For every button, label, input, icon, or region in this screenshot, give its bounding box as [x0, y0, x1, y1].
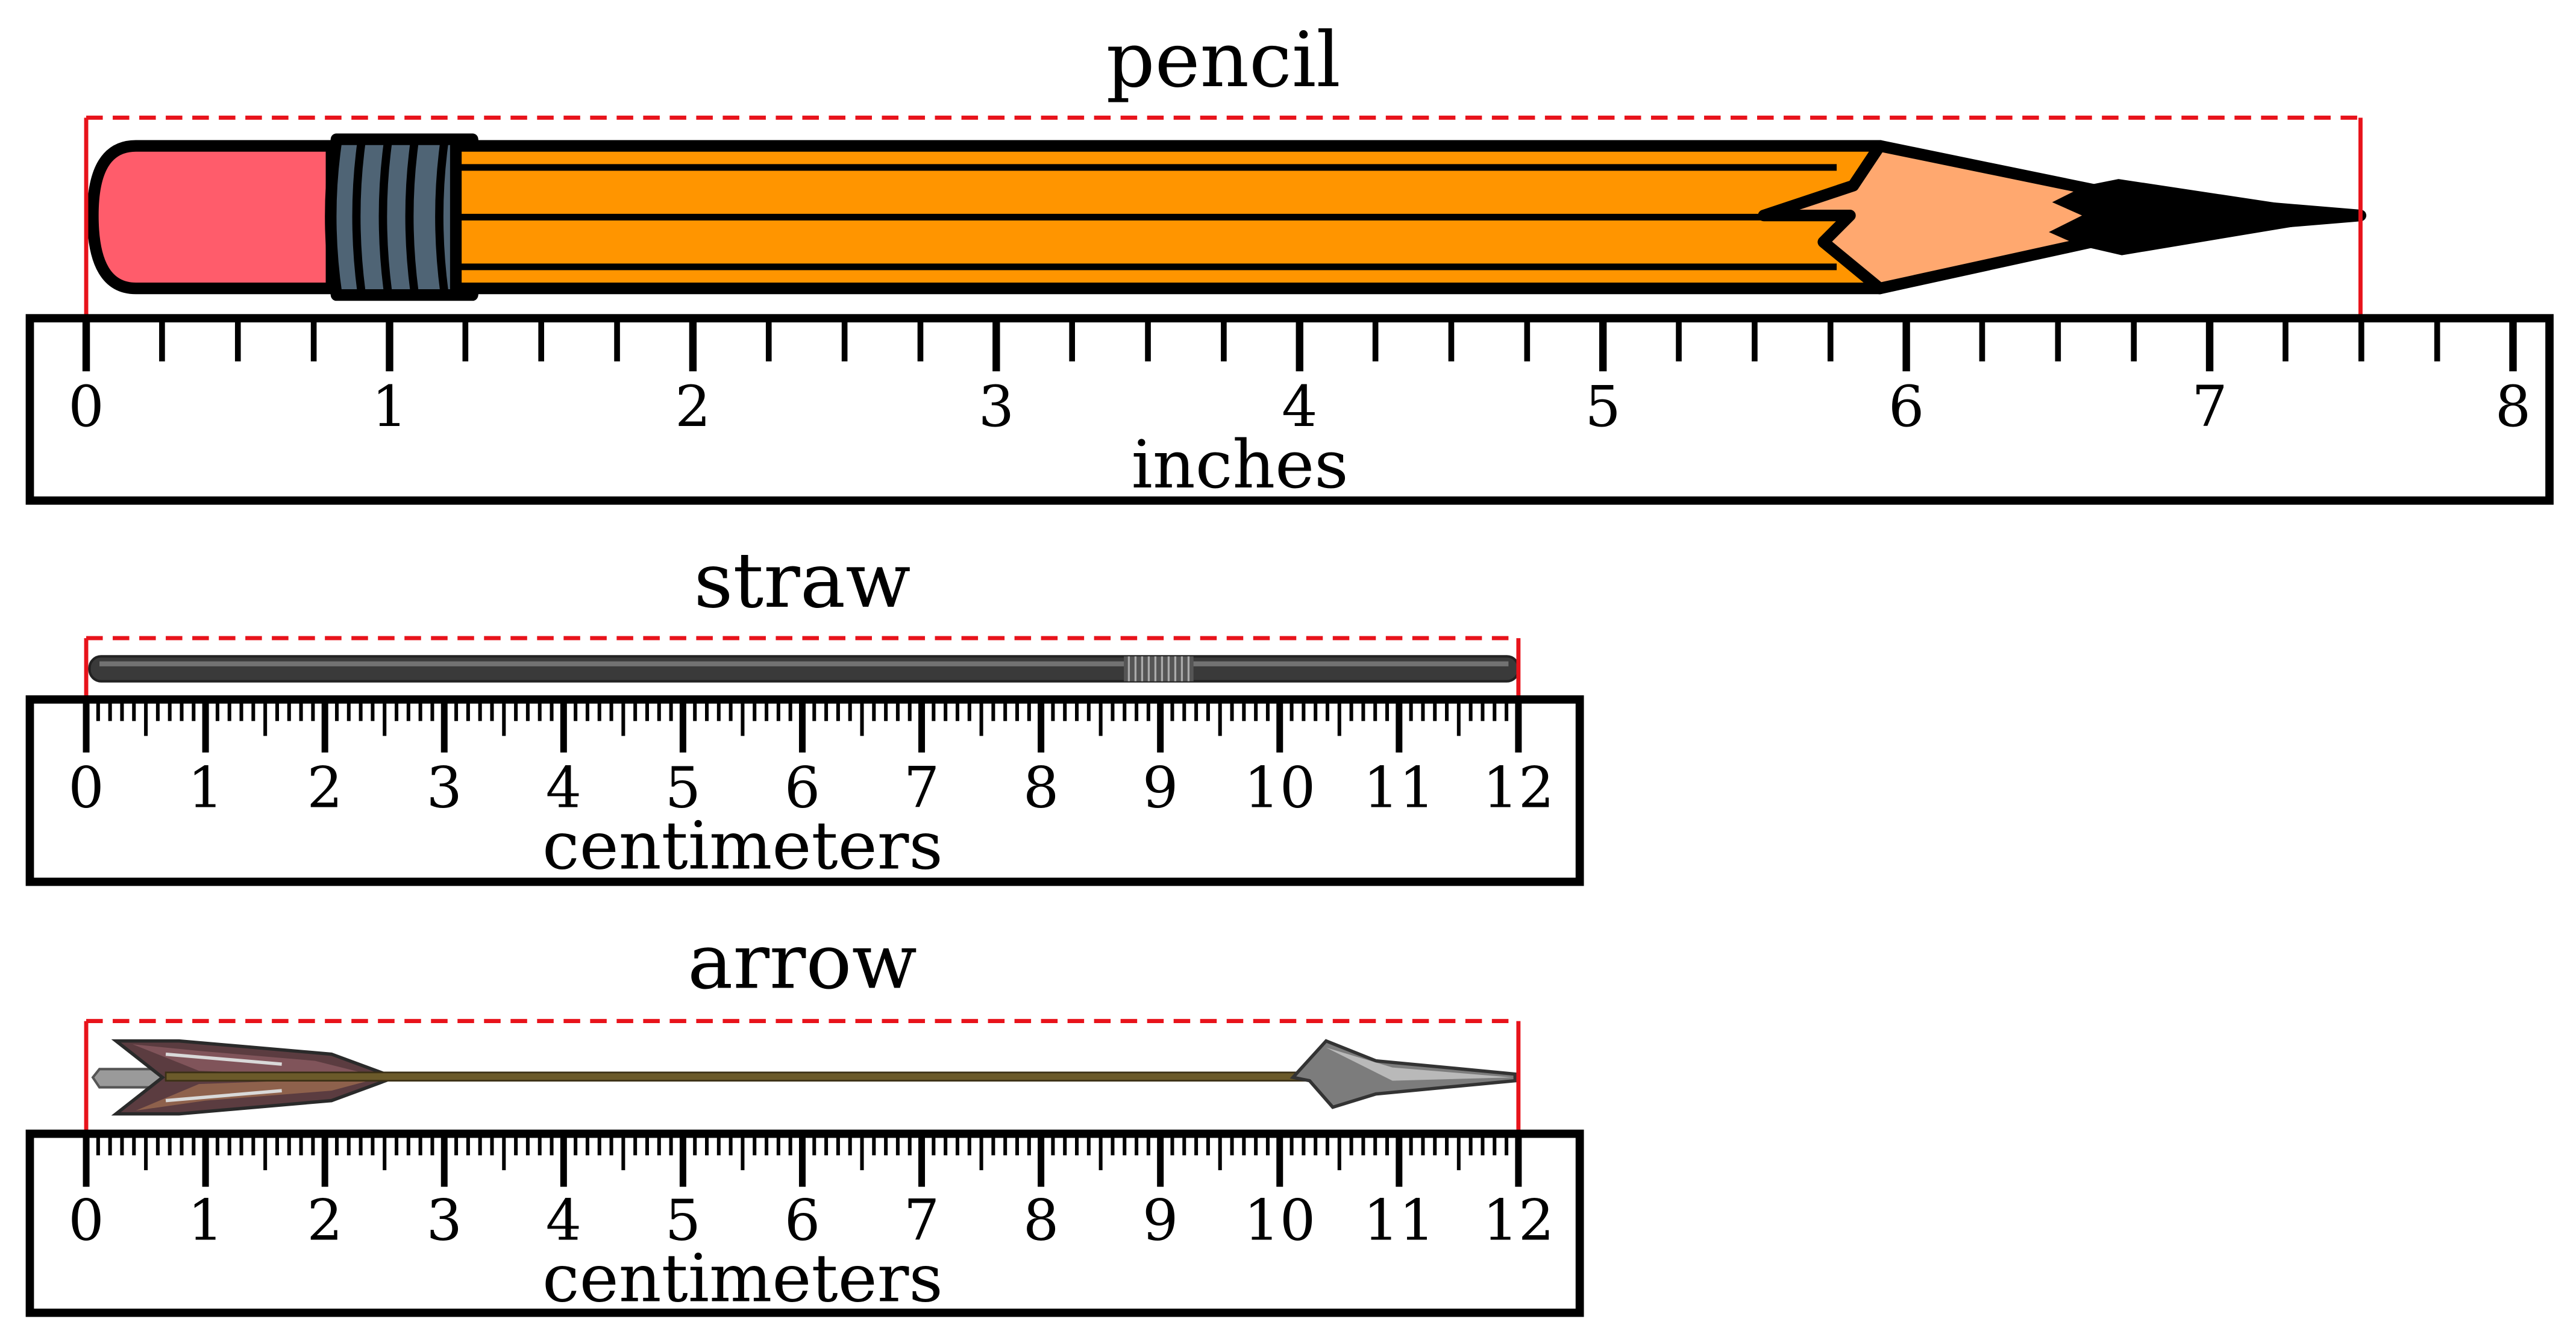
ruler-tick-label: 4	[546, 1188, 582, 1254]
ruler-tick-label: 8	[1023, 1188, 1059, 1254]
ruler-tick-label: 4	[546, 756, 582, 821]
pencil-section: pencil	[25, 16, 2554, 505]
ruler-tick-label: 0	[68, 374, 104, 440]
ruler-tick-label: 0	[68, 756, 104, 821]
ruler-tick-label: 7	[904, 1188, 940, 1254]
ruler-tick-label: 8	[1023, 756, 1059, 821]
ruler-tick-label: 8	[2495, 374, 2531, 440]
straw-bend-ridges	[1124, 656, 1194, 681]
ruler-tick-label: 6	[785, 756, 821, 821]
ruler-tick-label: 1	[187, 1188, 224, 1254]
ruler-tick-label: 3	[979, 374, 1015, 440]
object-title: pencil	[1106, 16, 1341, 104]
pencil-eraser	[87, 140, 337, 295]
ruler-centimeters: 0 1 2 3 4 5 6 7 8 9 10 11 12 centimeters	[25, 695, 1584, 886]
pencil-lead	[2049, 179, 2361, 255]
ruler-tick-label: 10	[1244, 756, 1315, 821]
measurement-bracket	[84, 636, 1521, 700]
ruler-tick-label: 11	[1363, 1188, 1435, 1254]
measurement-bracket	[84, 1019, 1521, 1134]
ruler-tick-label: 2	[307, 756, 343, 821]
ruler-tick-label: 12	[1482, 756, 1554, 821]
ruler-tick-label: 5	[1585, 374, 1621, 440]
arrow-icon	[91, 1039, 1517, 1116]
pencil-icon	[87, 133, 2367, 301]
ruler-tick-label: 3	[427, 756, 463, 821]
ruler-tick-label: 4	[1282, 374, 1318, 440]
ruler-tick-label: 7	[2192, 374, 2228, 440]
ruler-tick-label: 7	[904, 756, 940, 821]
ruler-centimeters: 0 1 2 3 4 5 6 7 8 9 10 11 12 centimeters	[25, 1129, 1584, 1317]
ruler-tick-label: 2	[675, 374, 711, 440]
ruler-tick-label: 0	[68, 1188, 104, 1254]
ruler-tick-label: 5	[665, 1188, 701, 1254]
arrow-shaft	[165, 1071, 1311, 1082]
ruler-tick-label: 10	[1244, 1188, 1315, 1254]
ruler-tick-label: 5	[665, 756, 701, 821]
ruler-unit-label: centimeters	[542, 807, 943, 884]
ruler-tick-label: 2	[307, 1188, 343, 1254]
ruler-tick-label: 3	[427, 1188, 463, 1254]
object-title: straw	[694, 536, 910, 625]
ruler-inches: 0 1 2 3 4 5 6 7 8 inches	[25, 314, 2554, 505]
object-title: arrow	[688, 918, 917, 1006]
ruler-tick-label: 12	[1482, 1188, 1554, 1254]
ruler-tick-label: 6	[785, 1188, 821, 1254]
straw-section: straw	[25, 536, 1584, 886]
ruler-tick-label: 9	[1142, 756, 1179, 821]
measurement-bracket	[84, 115, 2363, 319]
arrow-section: arrow 0 1 2 3 4 5 6 7 8 9 10 11 12 centimeters	[25, 918, 1584, 1317]
ruler-tick-label: 1	[187, 756, 224, 821]
ruler-tick-label: 6	[1888, 374, 1925, 440]
ruler-tick-label: 11	[1363, 756, 1435, 821]
straw-icon	[88, 655, 1520, 683]
ruler-unit-label: inches	[1132, 426, 1349, 503]
ruler-tick-label: 9	[1142, 1188, 1179, 1254]
ruler-tick-label: 1	[372, 374, 408, 440]
ruler-unit-label: centimeters	[542, 1239, 943, 1317]
